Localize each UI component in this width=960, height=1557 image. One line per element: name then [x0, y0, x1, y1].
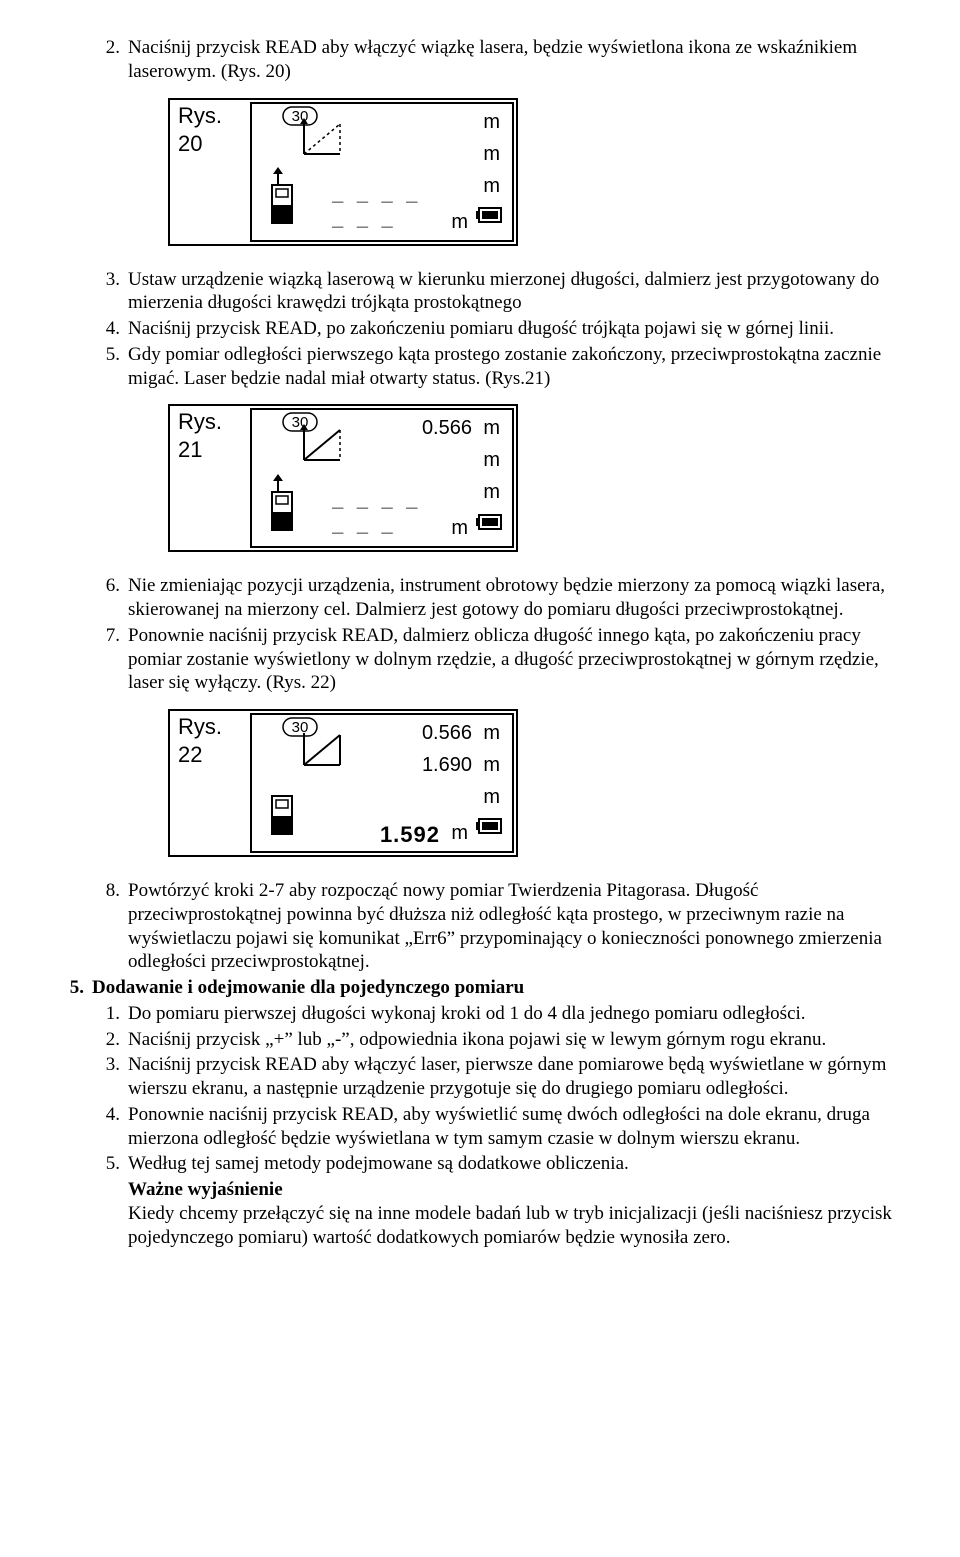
unit-m-1: m — [483, 721, 500, 746]
step-7-num: 7. — [84, 624, 128, 695]
section-5-step-5: 5. Według tej samej metody podejmowane s… — [84, 1152, 912, 1176]
battery-icon — [476, 206, 502, 230]
device-icon — [270, 167, 296, 232]
unit-m-2: m — [483, 142, 500, 167]
step-7-text: Ponownie naciśnij przycisk READ, dalmier… — [128, 624, 912, 695]
figure-22: Rys. 22 30 0.56 — [168, 709, 912, 857]
value-1: 0.566 — [422, 416, 472, 441]
figure-20-label-rys: Rys. — [172, 102, 250, 130]
section-5-step-4: 4. Ponownie naciśnij przycisk READ, aby … — [84, 1103, 912, 1151]
step-4: 4. Naciśnij przycisk READ, po zakończeni… — [84, 317, 912, 341]
result-dashes: _ _ _ _ _ _ _ — [332, 488, 436, 538]
figure-22-frame: Rys. 22 30 0.56 — [168, 709, 518, 857]
step-5-num: 5. — [84, 343, 128, 391]
section-5-step-2: 2. Naciśnij przycisk „+” lub „-”, odpowi… — [84, 1028, 912, 1052]
figure-22-label-rys: Rys. — [172, 713, 250, 741]
battery-icon — [476, 817, 502, 841]
unit-m-3: m — [483, 174, 500, 199]
step-2-num: 2. — [84, 36, 128, 84]
battery-icon — [476, 513, 502, 537]
triangle-icon — [300, 729, 346, 776]
step-6-num: 6. — [84, 574, 128, 622]
note-title: Ważne wyjaśnienie — [128, 1178, 912, 1202]
unit-m-3: m — [483, 785, 500, 810]
figure-21-label-rys: Rys. — [172, 408, 250, 436]
section-5-num: 5. — [48, 976, 92, 1000]
s5-2-text: Naciśnij przycisk „+” lub „-”, odpowiedn… — [128, 1028, 912, 1052]
step-2: 2. Naciśnij przycisk READ aby włączyć wi… — [84, 36, 912, 84]
figure-20-label-num: 20 — [172, 130, 250, 158]
value-1: 0.566 — [422, 721, 472, 746]
unit-m-4: m — [451, 210, 468, 235]
figure-20-frame: Rys. 20 30 — [168, 98, 518, 246]
figure-21-frame: Rys. 21 30 — [168, 404, 518, 552]
step-7: 7. Ponownie naciśnij przycisk READ, dalm… — [84, 624, 912, 695]
figure-21-lcd: 30 0.566 — [250, 408, 514, 548]
step-8: 8. Powtórzyć kroki 2-7 aby rozpocząć now… — [84, 879, 912, 974]
step-3: 3. Ustaw urządzenie wiązką laserową w ki… — [84, 268, 912, 316]
unit-m-1: m — [483, 416, 500, 441]
s5-5-text: Według tej samej metody podejmowane są d… — [128, 1152, 912, 1176]
figure-22-lcd: 30 0.566 1.690 m m m — [250, 713, 514, 853]
s5-4-text: Ponownie naciśnij przycisk READ, aby wyś… — [128, 1103, 912, 1151]
unit-m-2: m — [483, 448, 500, 473]
section-5: 5. Dodawanie i odejmowanie dla pojedyncz… — [48, 976, 912, 1000]
device-icon — [270, 778, 296, 843]
unit-m-2: m — [483, 753, 500, 778]
step-6: 6. Nie zmieniając pozycji urządzenia, in… — [84, 574, 912, 622]
s5-3-text: Naciśnij przycisk READ aby włączyć laser… — [128, 1053, 912, 1101]
unit-m-4: m — [451, 516, 468, 541]
figure-22-label-num: 22 — [172, 741, 250, 769]
figure-20: Rys. 20 30 — [168, 98, 912, 246]
step-8-text: Powtórzyć kroki 2-7 aby rozpocząć nowy p… — [128, 879, 912, 974]
triangle-icon — [300, 424, 346, 471]
device-icon — [270, 474, 296, 539]
step-3-num: 3. — [84, 268, 128, 316]
section-5-note: Ważne wyjaśnienie Kiedy chcemy przełączy… — [84, 1178, 912, 1249]
section-5-step-1: 1. Do pomiaru pierwszej długości wykonaj… — [84, 1002, 912, 1026]
unit-m-1: m — [483, 110, 500, 135]
triangle-icon — [300, 118, 346, 165]
step-5-text: Gdy pomiar odległości pierwszego kąta pr… — [128, 343, 912, 391]
result-dashes: _ _ _ _ _ _ _ — [332, 182, 436, 232]
s5-3-num: 3. — [84, 1053, 128, 1101]
step-4-num: 4. — [84, 317, 128, 341]
step-8-num: 8. — [84, 879, 128, 974]
s5-5-num: 5. — [84, 1152, 128, 1176]
step-2-text: Naciśnij przycisk READ aby włączyć wiązk… — [128, 36, 912, 84]
note-text: Kiedy chcemy przełączyć się na inne mode… — [128, 1202, 912, 1250]
unit-m-4: m — [451, 821, 468, 846]
value-2: 1.690 — [422, 753, 472, 778]
value-4: 1.592 — [380, 821, 440, 849]
step-3-text: Ustaw urządzenie wiązką laserową w kieru… — [128, 268, 912, 316]
s5-4-num: 4. — [84, 1103, 128, 1151]
unit-m-3: m — [483, 480, 500, 505]
step-6-text: Nie zmieniając pozycji urządzenia, instr… — [128, 574, 912, 622]
figure-20-lcd: 30 m m — [250, 102, 514, 242]
section-5-step-3: 3. Naciśnij przycisk READ aby włączyć la… — [84, 1053, 912, 1101]
section-5-title: Dodawanie i odejmowanie dla pojedynczego… — [92, 976, 912, 1000]
figure-21: Rys. 21 30 — [168, 404, 912, 552]
figure-21-label-num: 21 — [172, 436, 250, 464]
s5-1-num: 1. — [84, 1002, 128, 1026]
step-5: 5. Gdy pomiar odległości pierwszego kąta… — [84, 343, 912, 391]
s5-1-text: Do pomiaru pierwszej długości wykonaj kr… — [128, 1002, 912, 1026]
s5-2-num: 2. — [84, 1028, 128, 1052]
step-4-text: Naciśnij przycisk READ, po zakończeniu p… — [128, 317, 912, 341]
